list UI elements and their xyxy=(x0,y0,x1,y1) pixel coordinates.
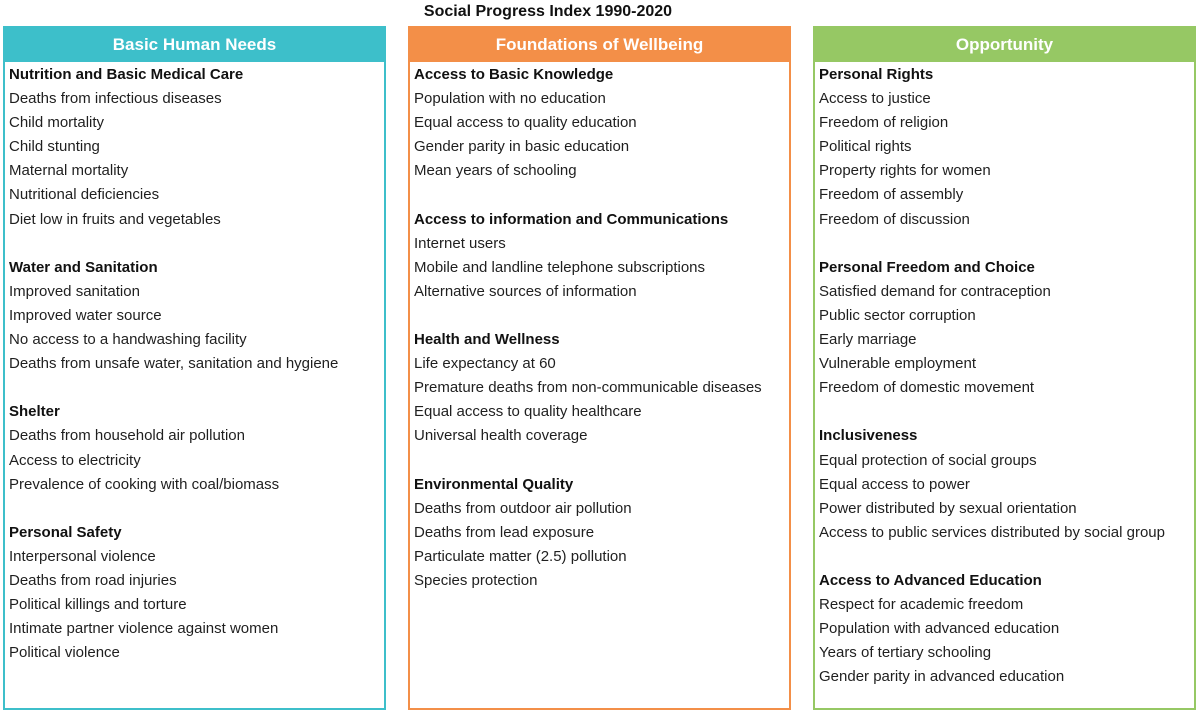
indicator-item: Political rights xyxy=(819,138,912,156)
indicator-item: Premature deaths from non-communicable d… xyxy=(414,379,762,397)
indicator-section: Shelter Deaths from household air polluti… xyxy=(9,400,384,496)
indicator-section: Access to Advanced Education Respect for … xyxy=(819,569,1194,689)
section-title: Personal Freedom and Choice xyxy=(819,258,1035,276)
section-title: Shelter xyxy=(9,403,60,421)
indicator-item: Improved water source xyxy=(9,306,162,324)
indicator-section: Access to Basic Knowledge Population with… xyxy=(414,63,789,183)
indicator-item: Deaths from unsafe water, sanitation and… xyxy=(9,355,339,373)
section-title: Access to Basic Knowledge xyxy=(414,66,614,83)
indicator-item: Years of tertiary schooling xyxy=(819,644,992,662)
indicator-item: Access to electricity xyxy=(9,451,141,469)
section-title: Nutrition and Basic Medical Care xyxy=(9,66,244,83)
section-title: Access to Advanced Education xyxy=(819,571,1042,589)
indicator-section: Access to information and Communications… xyxy=(414,208,789,304)
section-title: Water and Sanitation xyxy=(9,258,158,276)
column-basic-human-needs: Basic Human Needs Nutrition and Basic Me… xyxy=(3,26,386,710)
indicator-section: Inclusiveness Equal protection of social … xyxy=(819,424,1194,544)
indicator-item: Mobile and landline telephone subscripti… xyxy=(414,258,706,276)
indicator-item: Political violence xyxy=(9,644,120,662)
indicator-item: Nutritional deficiencies xyxy=(9,186,160,204)
indicator-item: Maternal mortality xyxy=(9,162,129,180)
indicator-item: Property rights for women xyxy=(819,162,991,180)
section-title: Access to information and Communications xyxy=(414,210,729,228)
indicator-item: Particulate matter (2.5) pollution xyxy=(414,547,627,565)
indicator-item: Deaths from outdoor air pollution xyxy=(414,499,632,517)
indicator-item: Prevalence of cooking with coal/biomass xyxy=(9,475,280,493)
indicator-section: Health and Wellness Life expectancy at 60… xyxy=(414,328,789,448)
indicator-section: Personal Freedom and Choice Satisfied dem… xyxy=(819,256,1194,401)
column-body: Access to Basic Knowledge Population with… xyxy=(410,62,789,593)
indicator-item: Freedom of domestic movement xyxy=(819,379,1035,397)
page-title: Social Progress Index 1990-2020 xyxy=(423,3,673,20)
indicator-item: Deaths from infectious diseases xyxy=(9,90,222,108)
indicator-item: Child stunting xyxy=(9,138,100,156)
indicator-item: Political killings and torture xyxy=(9,596,187,614)
indicator-item: Deaths from household air pollution xyxy=(9,427,245,445)
indicator-section: Water and Sanitation Improved sanitation I… xyxy=(9,256,384,376)
column-foundations-of-wellbeing: Foundations of Wellbeing Access to Basic… xyxy=(408,26,791,710)
indicator-section: Personal Rights Access to justice Freedom … xyxy=(819,63,1194,232)
column-header: Basic Human Needs xyxy=(5,28,384,62)
indicator-item: Equal protection of social groups xyxy=(819,451,1037,469)
section-title: Environmental Quality xyxy=(414,475,574,493)
indicator-item: Respect for academic freedom xyxy=(819,596,1024,614)
column-opportunity: Opportunity Personal Rights Access to jus… xyxy=(813,26,1196,710)
section-title: Personal Safety xyxy=(9,523,122,541)
indicator-item: Species protection xyxy=(414,571,538,589)
column-body: Nutrition and Basic Medical Care Deaths f… xyxy=(5,62,384,665)
indicator-item: Mean years of schooling xyxy=(414,162,577,180)
indicator-item: Equal access to quality education xyxy=(414,114,637,132)
indicator-item: Early marriage xyxy=(819,331,917,349)
indicator-item: Gender parity in advanced education xyxy=(819,668,1065,686)
indicator-item: Universal health coverage xyxy=(414,427,588,445)
column-header: Foundations of Wellbeing xyxy=(410,28,789,62)
indicator-item: Deaths from lead exposure xyxy=(414,523,595,541)
indicator-item: Child mortality xyxy=(9,114,105,132)
indicator-item: No access to a handwashing facility xyxy=(9,331,247,349)
column-body: Personal Rights Access to justice Freedom … xyxy=(815,62,1194,689)
indicator-item: Deaths from road injuries xyxy=(9,571,177,589)
indicator-item: Alternative sources of information xyxy=(414,282,637,300)
section-title: Health and Wellness xyxy=(414,331,560,349)
column-header: Opportunity xyxy=(815,28,1194,62)
indicator-item: Population with advanced education xyxy=(819,620,1060,638)
indicator-section: Environmental Quality Deaths from outdoor… xyxy=(414,473,789,593)
indicator-item: Freedom of discussion xyxy=(819,210,970,228)
indicator-item: Vulnerable employment xyxy=(819,355,977,373)
indicator-item: Equal access to power xyxy=(819,475,970,493)
indicator-item: Diet low in fruits and vegetables xyxy=(9,210,221,228)
section-title: Inclusiveness xyxy=(819,427,918,445)
indicator-item: Freedom of assembly xyxy=(819,186,964,204)
indicator-item: Improved sanitation xyxy=(9,282,140,300)
indicator-item: Power distributed by sexual orientation xyxy=(819,499,1077,517)
section-title: Personal Rights xyxy=(819,66,934,83)
indicator-item: Life expectancy at 60 xyxy=(414,355,556,373)
indicator-item: Intimate partner violence against women xyxy=(9,620,279,638)
indicator-item: Access to public services distributed by… xyxy=(819,523,1165,541)
indicator-item: Freedom of religion xyxy=(819,114,949,132)
indicator-item: Satisfied demand for contraception xyxy=(819,282,1051,300)
indicator-item: Internet users xyxy=(414,234,506,252)
indicator-item: Population with no education xyxy=(414,90,606,108)
indicator-section: Personal Safety Interpersonal violence Dea… xyxy=(9,521,384,666)
indicator-item: Public sector corruption xyxy=(819,306,976,324)
indicator-section: Nutrition and Basic Medical Care Deaths f… xyxy=(9,63,384,232)
indicator-item: Gender parity in basic education xyxy=(414,138,630,156)
indicator-item: Access to justice xyxy=(819,90,931,108)
indicator-item: Equal access to quality healthcare xyxy=(414,403,642,421)
indicator-item: Interpersonal violence xyxy=(9,547,156,565)
